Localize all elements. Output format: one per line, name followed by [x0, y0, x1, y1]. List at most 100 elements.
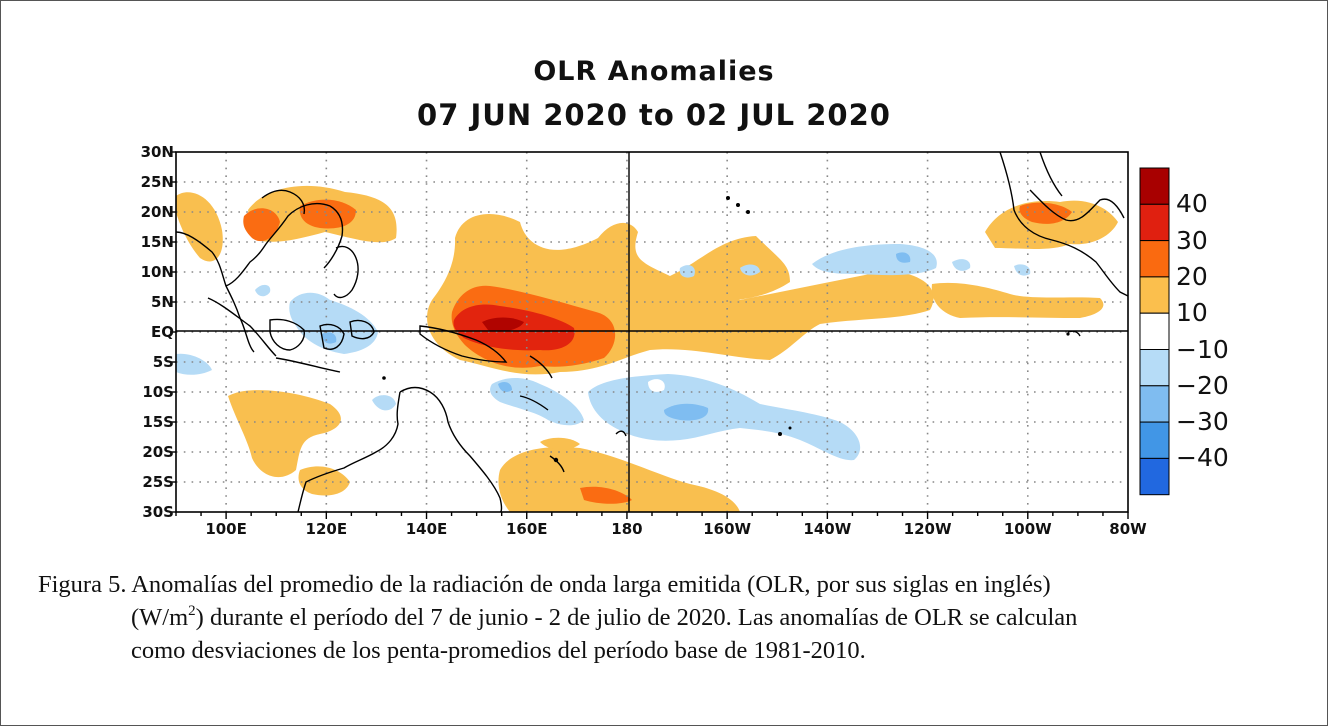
coastline [1029, 189, 1125, 222]
colorbar-swatch [1139, 385, 1170, 423]
colorbar-label: 30 [1176, 225, 1208, 255]
colorbar-label: −20 [1176, 370, 1229, 400]
axis-ticks [170, 151, 1129, 519]
anomaly-region-neg10 [952, 259, 971, 271]
colorbar-swatch [1139, 203, 1170, 242]
lon-label: 160W [703, 520, 752, 538]
lon-label: 100E [205, 520, 247, 538]
negative-20-regions [322, 252, 911, 421]
anomaly-region-neg20 [498, 382, 512, 392]
lat-label: 25N [140, 173, 174, 191]
island [736, 203, 740, 207]
caption-line-2: (W/m2) durante el período del 7 de junio… [38, 601, 1298, 634]
colorbar-label: 10 [1176, 298, 1208, 328]
lat-label: 25S [142, 473, 174, 491]
coastline [333, 245, 359, 299]
coastline [269, 318, 305, 351]
colorbar-swatch [1139, 421, 1170, 459]
coastline [399, 386, 503, 512]
caption-line-2-text: ) durante el período del 7 de junio - 2 … [195, 604, 1078, 631]
coastline [529, 355, 553, 379]
coastline [549, 455, 565, 473]
colorbar [1139, 167, 1170, 496]
figure-caption: Figura 5. Anomalías del promedio de la r… [38, 568, 1298, 667]
coastline [225, 202, 331, 287]
coastline [999, 152, 1128, 297]
dotted-gridlines [176, 152, 1128, 512]
anomaly-region-neg10 [176, 353, 212, 375]
anomaly-region-pos10 [176, 192, 223, 262]
colorbar-swatch [1139, 457, 1170, 496]
anomaly-region-neg10 [372, 395, 396, 411]
coastline [349, 319, 375, 340]
lon-label: 140W [803, 520, 852, 538]
colorbar-label: 40 [1176, 189, 1208, 219]
lon-label: 140E [405, 520, 448, 538]
lon-label: 120W [903, 520, 952, 538]
lon-label: 100W [1003, 520, 1052, 538]
anomaly-region-pos20 [1019, 202, 1072, 224]
coastlines [176, 152, 1128, 512]
island [726, 196, 730, 200]
colorbar-label: 20 [1176, 261, 1208, 291]
lon-label: 180 [611, 520, 643, 538]
lon-label: 120E [305, 520, 348, 538]
positive-40-regions [482, 317, 524, 332]
lon-label: 160E [505, 520, 548, 538]
anomaly-region-neg10 [490, 378, 584, 426]
coastline [319, 323, 345, 350]
negative-10-regions [176, 244, 1031, 461]
lat-label: EQ [151, 323, 174, 341]
anomaly-region-neg20 [896, 252, 911, 263]
anomaly-region-pos20 [243, 208, 280, 242]
lat-label: 20S [142, 443, 174, 461]
anomaly-region-neg10 [812, 244, 937, 276]
colorbar-label: −30 [1176, 407, 1229, 437]
coastline [519, 395, 549, 411]
anomaly-region-pos40 [482, 317, 524, 332]
colorbar-swatch [1139, 312, 1170, 351]
island [788, 426, 792, 430]
island [382, 376, 386, 380]
colorbar-swatch [1139, 240, 1170, 278]
anomaly-region-pos10 [985, 200, 1118, 249]
colorbar-swatch [1139, 276, 1170, 314]
lat-label: 15S [142, 413, 174, 431]
colorbar-label: −40 [1176, 443, 1229, 473]
island [746, 210, 750, 214]
anomaly-region-neg20 [664, 403, 709, 421]
anomaly-gap [648, 379, 665, 392]
lat-label: 10S [142, 383, 174, 401]
coastline [261, 189, 306, 215]
anomaly-region-neg10 [588, 374, 861, 461]
caption-units-pre: (W/m [131, 604, 189, 631]
island [778, 432, 782, 436]
coastline [615, 430, 627, 437]
coastline [419, 325, 508, 363]
caption-line-3: como desviaciones de los penta-promedios… [131, 637, 866, 664]
lat-label: 30S [142, 503, 174, 521]
coastline [207, 297, 277, 357]
coastline [323, 205, 344, 269]
lat-label: 5N [151, 293, 174, 311]
lat-label: 10N [140, 263, 174, 281]
anomaly-region-neg10 [289, 292, 378, 354]
coastline [297, 391, 401, 512]
island [1066, 332, 1070, 336]
anomaly-region-pos10 [931, 282, 1104, 318]
caption-line-1: Figura 5. Anomalías del promedio de la r… [38, 571, 1051, 598]
coastline [275, 357, 341, 373]
island [553, 457, 559, 463]
anomaly-fields [176, 185, 1118, 512]
lon-label: 80W [1109, 520, 1147, 538]
small-islands [382, 196, 1070, 463]
colorbar-swatch [1139, 349, 1170, 387]
anomaly-region-neg10 [255, 284, 271, 297]
anomaly-region-pos10 [540, 437, 580, 450]
anomaly-region-neg10 [679, 265, 695, 278]
anomaly-region-neg10 [1014, 264, 1031, 276]
map-title: OLR Anomalies [533, 56, 775, 87]
colorbar-label: −10 [1176, 334, 1229, 364]
lat-label: 5S [152, 353, 174, 371]
